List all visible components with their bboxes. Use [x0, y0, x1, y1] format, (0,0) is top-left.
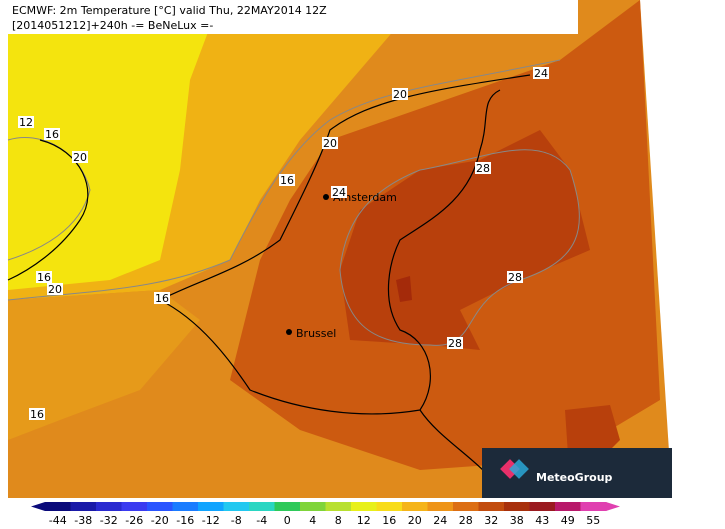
colorbar-tick-label: 55: [586, 514, 600, 525]
city-dot: [323, 194, 329, 200]
colorbar-segment: [198, 502, 224, 511]
colorbar-tick-label: 43: [535, 514, 549, 525]
logo-text: MeteoGroup: [536, 471, 613, 484]
contour-label: 20: [393, 88, 407, 101]
coastline: [159, 74, 531, 301]
colorbar-tick-label: 4: [309, 514, 316, 525]
colorbar-segment: [121, 502, 148, 511]
contour-label-bg: [447, 337, 463, 349]
colorbar-segment: [172, 502, 199, 511]
city-label: Amsterdam: [333, 191, 397, 204]
colorbar-segment: [376, 502, 403, 511]
city-dot: [286, 329, 292, 335]
colorbar-tick-label: 20: [408, 514, 422, 525]
colorbar-tick-label: 38: [510, 514, 524, 525]
colorbar-segment: [300, 502, 326, 511]
colorbar-tick-label: -26: [125, 514, 143, 525]
colorbar-tick-label: -4: [256, 514, 267, 525]
contour-label-bg: [322, 137, 338, 149]
colorbar-segment: [147, 502, 173, 511]
colorbar-tick-label: -12: [202, 514, 220, 525]
colorbar-tick-label: 49: [561, 514, 575, 525]
colorbar-segment: [529, 502, 556, 511]
contour-label: 12: [19, 116, 33, 129]
contour-label-bg: [18, 116, 34, 128]
contour: [7, 136, 91, 261]
field-yellow: [8, 0, 220, 290]
colorbar-segment: [580, 502, 607, 511]
colorbar-segment: [274, 502, 301, 511]
logo-icon: [509, 459, 529, 479]
contour-label-bg: [279, 174, 295, 186]
city-label: Brussel: [296, 327, 336, 340]
contour-label-bg: [29, 408, 45, 420]
contour-label: 16: [30, 408, 44, 421]
colorbar-segment: [478, 502, 505, 511]
contour-label: 20: [48, 283, 62, 296]
field-darkest: [396, 276, 412, 302]
colorbar-tick-label: 32: [484, 514, 498, 525]
colorbar: -44 -38 -32 -26 -20 -16 -12 -8 -4 0 4 8 12 16 20 24 28 32…: [31, 502, 620, 527]
header-line: [2014051212]+240h -= BeNeLux =-: [12, 19, 213, 32]
contour-label-bg: [44, 128, 60, 140]
contour-label: 28: [476, 162, 490, 175]
colorbar-segment: [223, 502, 250, 511]
colorbar-segment: [453, 502, 479, 511]
contour-label-bg: [533, 67, 549, 79]
colorbar-tick-label: 16: [382, 514, 396, 525]
colorbar-tick-label: -16: [176, 514, 194, 525]
coastline: [7, 139, 89, 281]
contour-label-bg: [331, 186, 347, 198]
contour-label-bg: [475, 162, 491, 174]
contour-label: 16: [280, 174, 294, 187]
contour-label: 24: [332, 186, 346, 199]
contour-label-bg: [36, 271, 52, 283]
colorbar-segment: [402, 502, 428, 511]
colorbar-end: [31, 502, 45, 511]
colorbar-segment: [325, 502, 352, 511]
contour-label: 16: [155, 292, 169, 305]
colorbar-segment: [351, 502, 377, 511]
colorbar-tick-label: 8: [335, 514, 342, 525]
contour-label-bg: [47, 283, 63, 295]
colorbar-segment: [555, 502, 581, 511]
colorbar-tick-label: -38: [74, 514, 92, 525]
contour-label: 16: [37, 271, 51, 284]
contour-label-bg: [507, 271, 523, 283]
contour-label: 20: [323, 137, 337, 150]
header-line: ECMWF: 2m Temperature [°C] valid Thu, 22…: [12, 4, 327, 17]
colorbar-tick-label: -44: [49, 514, 67, 525]
contour-label-bg: [72, 151, 88, 163]
colorbar-tick-label: -32: [100, 514, 118, 525]
colorbar-segment: [249, 502, 275, 511]
contour: [7, 59, 561, 301]
contours: [7, 59, 580, 346]
contour-label-bg: [392, 88, 408, 100]
colorbar-tick-label: 0: [284, 514, 291, 525]
temperature-field: [8, 0, 672, 498]
contour-label: 24: [534, 67, 548, 80]
contour-label-bg: [154, 292, 170, 304]
colorbar-end: [606, 502, 620, 511]
field-mid: [8, 290, 200, 440]
contour-label: 28: [448, 337, 462, 350]
colorbar-tick-label: 24: [433, 514, 447, 525]
colorbar-segment: [45, 502, 71, 511]
colorbar-tick-label: -20: [151, 514, 169, 525]
colorbar-tick-label: 12: [357, 514, 371, 525]
contour-label: 16: [45, 128, 59, 141]
colorbar-tick-label: 28: [459, 514, 473, 525]
colorbar-segment: [504, 502, 530, 511]
contour: [339, 149, 580, 346]
colorbar-tick-label: -8: [231, 514, 242, 525]
colorbar-segment: [96, 502, 122, 511]
colorbar-segment: [427, 502, 454, 511]
header-box: [8, 0, 578, 34]
colorbar-segment: [70, 502, 97, 511]
contour-label: 20: [73, 151, 87, 164]
contour-label: 28: [508, 271, 522, 284]
